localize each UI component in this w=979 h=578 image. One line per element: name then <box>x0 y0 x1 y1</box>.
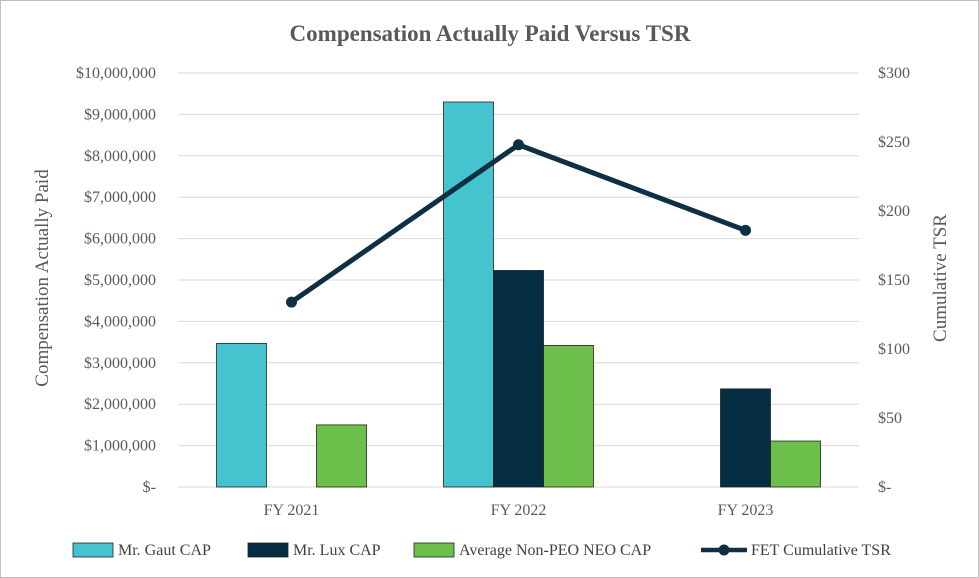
y2-tick-label: $300 <box>878 65 910 82</box>
y2-tick-label: $- <box>878 479 891 496</box>
y-axis-title: Compensation Actually Paid <box>32 169 53 387</box>
x-tick-label: FY 2022 <box>491 502 547 519</box>
bars <box>216 101 821 488</box>
bar-average-non-peo-neo-cap <box>543 345 594 488</box>
legend-label: Average Non-PEO NEO CAP <box>459 542 651 559</box>
y-tick-label: $- <box>143 479 156 496</box>
legend-label: FET Cumulative TSR <box>751 542 891 559</box>
y-tick-label: $10,000,000 <box>76 65 156 82</box>
legend-swatch <box>413 542 455 558</box>
y-tick-label: $9,000,000 <box>84 106 156 123</box>
legend-item-fet-cumulative-tsr: FET Cumulative TSR <box>701 542 891 559</box>
legend-item-mr-lux-cap: Mr. Lux CAP <box>247 542 381 559</box>
tsr-point <box>513 139 524 151</box>
bar-mr-gaut-cap <box>216 342 267 488</box>
secondary-y-axis: $- $50 $100 $150 $200 $250 $300 <box>878 65 910 496</box>
y2-tick-label: $100 <box>878 341 910 358</box>
bar-mr-lux-cap <box>720 388 771 488</box>
tsr-point <box>740 224 751 236</box>
tsr-line-layer <box>286 139 751 308</box>
legend-item-average-non-peo-neo-cap: Average Non-PEO NEO CAP <box>413 542 651 559</box>
y2-tick-label: $250 <box>878 134 910 151</box>
bar-average-non-peo-neo-cap <box>316 424 367 488</box>
primary-y-axis: $- $1,000,000 $2,000,000 $3,000,000 $4,000,0… <box>76 65 156 496</box>
legend-label: Mr. Lux CAP <box>293 542 381 559</box>
legend-label: Mr. Gaut CAP <box>118 542 211 559</box>
bar-mr-gaut-cap <box>443 101 494 488</box>
x-tick-label: FY 2021 <box>264 502 320 519</box>
y-tick-label: $8,000,000 <box>84 148 156 165</box>
legend-swatch <box>72 542 114 558</box>
legend-item-mr-gaut-cap: Mr. Gaut CAP <box>72 542 211 559</box>
chart-title: Compensation Actually Paid Versus TSR <box>290 21 691 46</box>
y-tick-label: $3,000,000 <box>84 355 156 372</box>
y-tick-label: $5,000,000 <box>84 272 156 289</box>
y-tick-label: $2,000,000 <box>84 396 156 413</box>
y2-tick-label: $50 <box>878 410 902 427</box>
bar-average-non-peo-neo-cap <box>770 440 821 488</box>
legend: Mr. Gaut CAP Mr. Lux CAP Average Non-PEO N… <box>72 542 891 559</box>
y-tick-label: $4,000,000 <box>84 313 156 330</box>
y2-axis-title: Cumulative TSR <box>930 214 951 342</box>
y-tick-label: $1,000,000 <box>84 438 156 455</box>
y2-tick-label: $150 <box>878 272 910 289</box>
y-tick-label: $6,000,000 <box>84 231 156 248</box>
legend-swatch <box>247 542 289 558</box>
tsr-point <box>286 296 297 308</box>
bar-mr-lux-cap <box>493 270 544 488</box>
x-tick-label: FY 2023 <box>718 502 774 519</box>
y2-tick-label: $200 <box>878 203 910 220</box>
legend-swatch-marker <box>718 544 730 556</box>
x-axis: FY 2021 FY 2022 FY 2023 <box>264 502 774 519</box>
y-tick-label: $7,000,000 <box>84 189 156 206</box>
